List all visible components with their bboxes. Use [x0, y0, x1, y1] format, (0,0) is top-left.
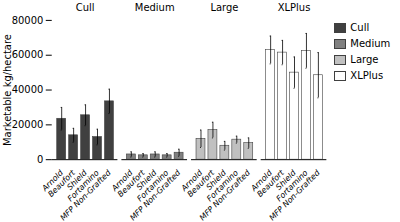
svg-text:Fortamino: Fortamino: [274, 168, 310, 204]
svg-text:0: 0: [37, 154, 43, 165]
svg-text:Shield: Shield: [274, 168, 298, 192]
svg-text:Beaufort: Beaufort: [46, 168, 77, 199]
svg-text:Medium: Medium: [135, 2, 175, 13]
svg-text:MFP Non-Grafted: MFP Non-Grafted: [267, 168, 322, 221]
svg-text:MFP Non-Grafted: MFP Non-Grafted: [128, 168, 183, 221]
svg-text:60000: 60000: [12, 49, 44, 60]
svg-text:Fortamino: Fortamino: [205, 168, 240, 204]
svg-text:Cull: Cull: [76, 2, 95, 13]
svg-text:Arnold: Arnold: [109, 168, 135, 193]
html-text:XLPlus: XLPlus: [350, 70, 384, 81]
svg-text:Beaufort: Beaufort: [255, 168, 286, 199]
html-text:Cull: Cull: [350, 22, 370, 33]
svg-text:40000: 40000: [12, 84, 44, 95]
svg-text:80000: 80000: [12, 15, 44, 26]
svg-text:Beaufort: Beaufort: [185, 168, 217, 199]
svg-text:MFP Non-Grafted: MFP Non-Grafted: [198, 168, 253, 221]
svg-text:XLPlus: XLPlus: [278, 2, 311, 13]
svg-text:Arnold: Arnold: [249, 168, 274, 193]
svg-text:20000: 20000: [12, 119, 44, 130]
svg-text:Fortamino: Fortamino: [65, 168, 101, 204]
svg-text:Shield: Shield: [204, 168, 229, 192]
svg-text:Large: Large: [210, 2, 238, 13]
svg-text:Arnold: Arnold: [179, 168, 205, 193]
html-text:Medium: Medium: [350, 38, 391, 49]
svg-text:Shield: Shield: [65, 168, 89, 192]
html-text:Large: Large: [350, 54, 379, 65]
svg-text:Marketable kg/hectare: Marketable kg/hectare: [2, 34, 13, 146]
svg-text:Shield: Shield: [134, 168, 159, 192]
svg-text:Fortamino: Fortamino: [135, 168, 171, 204]
svg-text:MFP Non-Grafted: MFP Non-Grafted: [59, 168, 114, 221]
svg-text:Beaufort: Beaufort: [115, 168, 147, 199]
svg-text:Arnold: Arnold: [40, 168, 65, 193]
